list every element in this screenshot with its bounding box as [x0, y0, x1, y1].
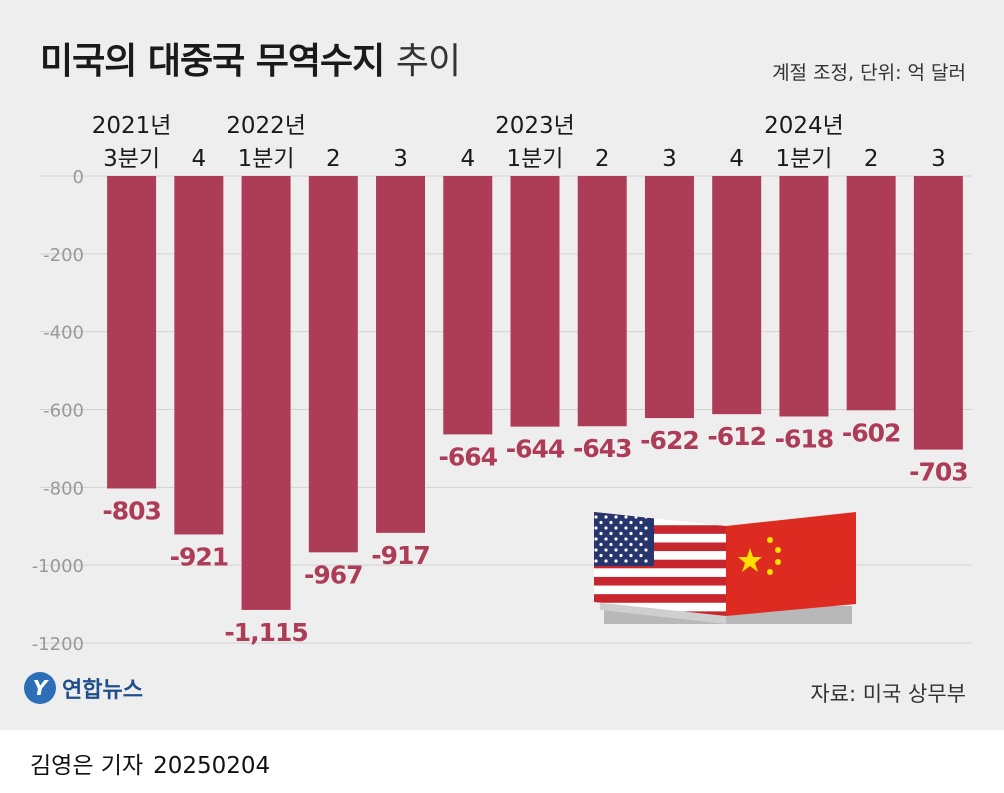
source-note: 자료: 미국 상무부 — [810, 682, 966, 706]
chart-title: 미국의 대중국 무역수지 추이 — [40, 32, 461, 84]
bar — [712, 176, 762, 415]
data-label: -618 — [775, 425, 834, 454]
byline-date: 20250204 — [153, 753, 271, 779]
bar — [443, 176, 493, 435]
data-label: -644 — [506, 435, 565, 464]
data-label: -1,115 — [224, 618, 307, 647]
bar-chart: 0 -200 -400 -600 -800 -1000 -1200 -803 3분기 -921 4 -… — [32, 113, 972, 655]
title-bold: 미국의 대중국 무역수지 — [40, 41, 385, 82]
bar — [846, 176, 896, 411]
year-label: 2023년 — [495, 113, 575, 139]
data-label: -643 — [573, 434, 632, 463]
data-label: -803 — [102, 497, 161, 526]
x-tick-label: 3 — [662, 146, 677, 172]
logo-text: 연합뉴스 — [62, 678, 143, 703]
x-tick-label: 1분기 — [775, 146, 832, 172]
data-label: -622 — [640, 426, 699, 455]
bar — [308, 176, 358, 553]
data-label: -664 — [438, 442, 497, 471]
y-tick-label: -800 — [43, 478, 84, 499]
x-tick-label: 3분기 — [103, 146, 160, 172]
title-light: 추이 — [395, 41, 461, 82]
bar — [174, 176, 224, 535]
x-tick-label: 2 — [864, 146, 879, 172]
x-tick-label: 4 — [192, 146, 207, 172]
yonhap-logo: Y 연합뉴스 — [24, 672, 143, 704]
byline: 김영은 기자 20250204 — [30, 746, 270, 780]
x-tick-label: 1분기 — [507, 146, 564, 172]
x-tick-label: 3 — [393, 146, 408, 172]
x-tick-label: 2 — [595, 146, 610, 172]
bar — [644, 176, 694, 419]
x-tick-label: 4 — [460, 146, 475, 172]
bar — [779, 176, 829, 417]
data-label: -703 — [909, 458, 968, 487]
x-tick-label: 2 — [326, 146, 341, 172]
us-china-flags-icon — [594, 512, 856, 624]
unit-note: 계절 조정, 단위: 억 달러 — [772, 62, 966, 84]
y-tick-label: -200 — [43, 245, 84, 266]
bar — [913, 176, 963, 450]
x-tick-label: 4 — [729, 146, 744, 172]
y-tick-label: -1000 — [32, 556, 84, 577]
bar — [241, 176, 291, 610]
data-label: -602 — [842, 418, 901, 447]
y-tick-label: -600 — [43, 401, 84, 422]
data-label: -917 — [371, 541, 430, 570]
bar — [376, 176, 426, 533]
data-label: -612 — [707, 422, 766, 451]
data-label: -921 — [170, 542, 229, 571]
bar — [577, 176, 627, 427]
x-tick-label: 3 — [931, 146, 946, 172]
bar — [510, 176, 560, 427]
x-tick-label: 1분기 — [238, 146, 295, 172]
bar — [107, 176, 157, 489]
y-tick-label: 0 — [73, 167, 84, 188]
year-label: 2021년 — [92, 113, 172, 139]
yonhap-logo-icon: Y — [24, 672, 56, 704]
y-tick-label: -400 — [43, 323, 84, 344]
data-label: -967 — [304, 560, 363, 589]
byline-name: 김영은 기자 — [30, 753, 144, 779]
year-label: 2024년 — [764, 113, 844, 139]
year-label: 2022년 — [226, 113, 306, 139]
y-tick-label: -1200 — [32, 634, 84, 655]
